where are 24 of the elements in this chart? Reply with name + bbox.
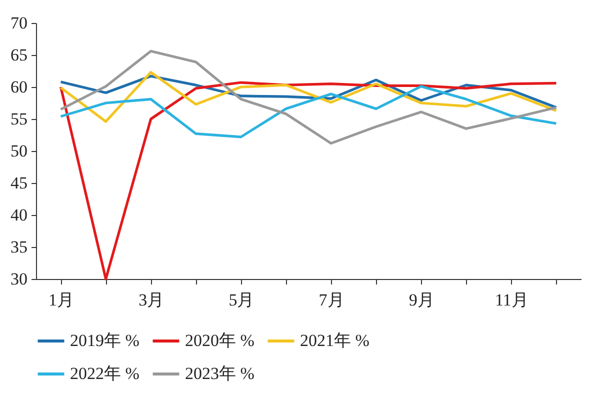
line-series bbox=[59, 50, 558, 145]
y-tick-label: 35 bbox=[10, 238, 28, 256]
y-tick-label: 65 bbox=[10, 46, 28, 64]
x-tick-label: 1月 bbox=[48, 290, 74, 310]
x-tick-label: 3月 bbox=[138, 290, 164, 310]
line-series bbox=[59, 70, 558, 123]
y-tick-label: 30 bbox=[10, 270, 28, 288]
y-tick-label: 50 bbox=[10, 142, 28, 160]
y-tick-label: 70 bbox=[10, 14, 28, 32]
y-tick-label: 40 bbox=[10, 206, 28, 224]
x-tick-label: 5月 bbox=[228, 290, 254, 310]
legend-label: 2022年 % bbox=[70, 364, 140, 383]
legend-label: 2019年 % bbox=[70, 331, 140, 350]
legend-label: 2023年 % bbox=[185, 364, 254, 383]
line-series bbox=[59, 85, 558, 138]
legend-label: 2020年 % bbox=[185, 331, 254, 350]
x-tick-label: 9月 bbox=[408, 290, 434, 310]
line-series bbox=[59, 81, 558, 280]
legend-label: 2021年 % bbox=[300, 331, 370, 350]
y-tick-label: 45 bbox=[10, 174, 28, 192]
x-tick-label: 11月 bbox=[495, 290, 528, 310]
y-tick-label: 55 bbox=[10, 110, 28, 128]
x-tick-label: 7月 bbox=[318, 290, 344, 310]
y-tick-label: 60 bbox=[10, 78, 28, 96]
